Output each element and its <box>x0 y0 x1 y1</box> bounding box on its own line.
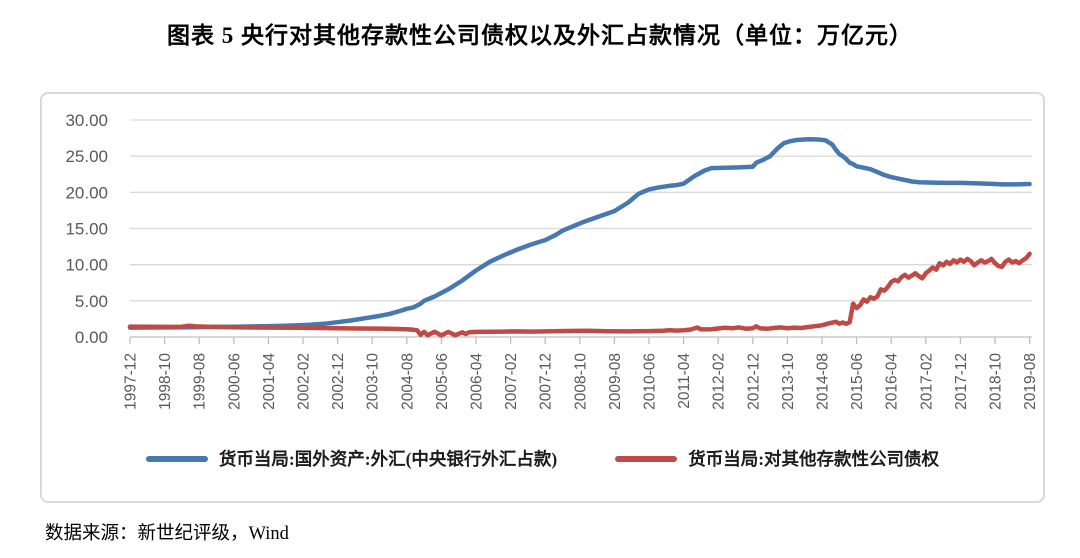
x-tick-label: 2016-04 <box>884 353 901 410</box>
x-tick-label: 2009-08 <box>607 353 624 410</box>
legend-line-red <box>615 455 678 462</box>
x-tick-label: 2012-12 <box>745 353 762 410</box>
x-tick-label: 2010-06 <box>642 353 659 410</box>
y-tick-label: 15.00 <box>65 220 108 239</box>
y-tick-label: 20.00 <box>65 183 108 202</box>
x-tick-label: 2002-02 <box>296 353 313 410</box>
x-tick-label: 2013-10 <box>780 353 797 410</box>
chart-frame: 0.00 5.00 10.00 15.00 20.00 25.00 30.00 1997-12… <box>40 92 1045 503</box>
line-chart-plot-area: 0.00 5.00 10.00 15.00 20.00 25.00 30.00 1997-12… <box>65 111 1039 410</box>
x-tick-label: 2006-04 <box>469 353 486 410</box>
x-tick-label: 2001-04 <box>261 353 278 410</box>
legend-item-claims: 货币当局:对其他存款性公司债权 <box>615 446 939 471</box>
chart-legend: 货币当局:国外资产:外汇(中央银行外汇占款) 货币当局:对其他存款性公司债权 <box>42 446 1043 471</box>
legend-item-fx-holdings: 货币当局:国外资产:外汇(中央银行外汇占款) <box>145 446 558 471</box>
x-tick-label: 2019-08 <box>1022 353 1039 410</box>
x-tick-label: 2015-06 <box>849 353 866 410</box>
x-tick-label: 2008-10 <box>572 353 589 410</box>
chart-title: 图表 5 央行对其他存款性公司债权以及外汇占款情况（单位：万亿元） <box>167 23 913 48</box>
x-tick-label: 2007-12 <box>538 353 555 410</box>
x-tick-label: 2014-08 <box>815 353 832 410</box>
x-tick-label: 1998-10 <box>157 353 174 410</box>
x-tick-label: 2003-10 <box>365 353 382 410</box>
data-source-note: 数据来源：新世纪评级，Wind <box>45 524 289 544</box>
y-tick-label: 10.00 <box>65 256 108 275</box>
x-tick-label: 2000-06 <box>226 353 243 410</box>
series-line-claims <box>127 251 1032 338</box>
series-line-fx-holdings <box>127 136 1032 330</box>
y-tick-label: 30.00 <box>65 111 108 130</box>
x-tick-label: 2017-12 <box>953 353 970 410</box>
y-tick-label: 25.00 <box>65 147 108 166</box>
x-tick-label: 2012-02 <box>711 353 728 410</box>
x-tick-label: 2002-12 <box>330 353 347 410</box>
x-tick-label: 1997-12 <box>123 353 140 410</box>
legend-label-fx-holdings: 货币当局:国外资产:外汇(中央银行外汇占款) <box>218 449 558 469</box>
x-tick-label: 2004-08 <box>399 353 416 410</box>
x-tick-label: 2018-10 <box>988 353 1005 410</box>
y-tick-label: 5.00 <box>75 292 108 311</box>
x-tick-label: 2017-02 <box>918 353 935 410</box>
y-tick-label: 0.00 <box>75 328 108 347</box>
x-tick-label: 2005-06 <box>434 353 451 410</box>
x-tick-label: 2011-04 <box>676 353 693 409</box>
x-tick-label: 1999-08 <box>192 353 209 410</box>
legend-line-blue <box>145 455 208 462</box>
legend-label-claims: 货币当局:对其他存款性公司债权 <box>688 449 940 469</box>
x-tick-label: 2007-02 <box>503 353 520 410</box>
